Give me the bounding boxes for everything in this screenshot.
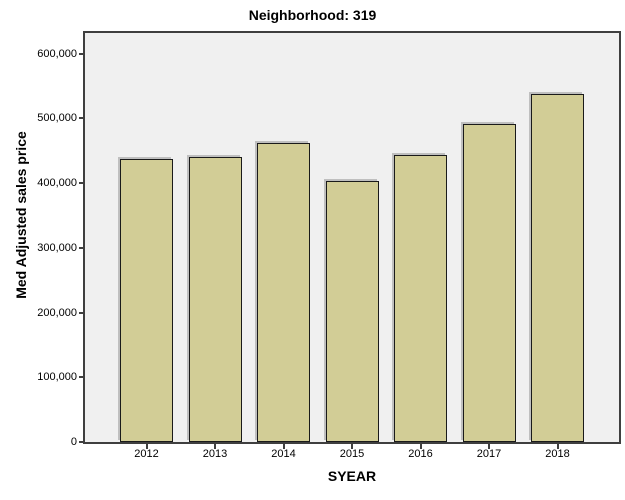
y-tick-label: 500,000 (37, 112, 77, 125)
x-tick-mark (419, 444, 422, 449)
x-tick-label: 2013 (202, 448, 228, 460)
bar-2012 (120, 159, 173, 442)
y-tick-mark (79, 311, 85, 314)
y-tick-mark (79, 182, 85, 185)
x-tick-mark (351, 444, 353, 449)
x-axis-label: SYEAR (327, 468, 377, 484)
x-tick-mark (282, 444, 285, 449)
y-tick-label: 600,000 (37, 47, 77, 60)
bar-2013 (188, 157, 242, 442)
x-tick-label: 2016 (408, 448, 433, 460)
y-axis-label: Med Adjusted sales price (13, 131, 29, 299)
chart-title: Neighborhood: 319 (248, 7, 377, 23)
x-tick-label: 2018 (545, 448, 570, 460)
y-tick-label: 100,000 (37, 371, 77, 384)
bar-2014 (257, 143, 310, 442)
x-tick-label: 2015 (339, 448, 365, 460)
x-tick-label: 2017 (476, 448, 502, 460)
y-tick-label: 200,000 (37, 306, 77, 319)
bar-2016 (394, 155, 447, 442)
y-tick-mark (79, 376, 85, 379)
y-tick-label: 400,000 (37, 177, 77, 190)
x-tick-label: 2014 (271, 448, 296, 460)
bar-2017 (462, 123, 516, 442)
y-tick-mark (79, 441, 85, 443)
bar-2018 (531, 94, 584, 442)
y-tick-mark (79, 52, 85, 55)
x-tick-label: 2012 (134, 448, 159, 460)
x-tick-mark (488, 444, 490, 449)
y-tick-label: 300,000 (37, 241, 77, 254)
x-tick-mark (556, 444, 559, 449)
y-tick-mark (79, 117, 85, 120)
x-tick-mark (145, 444, 148, 449)
y-tick-label: 0 (70, 436, 77, 448)
plot-area (83, 31, 621, 444)
bar-2015 (325, 181, 379, 442)
y-tick-mark (79, 246, 85, 249)
x-tick-mark (214, 444, 216, 449)
